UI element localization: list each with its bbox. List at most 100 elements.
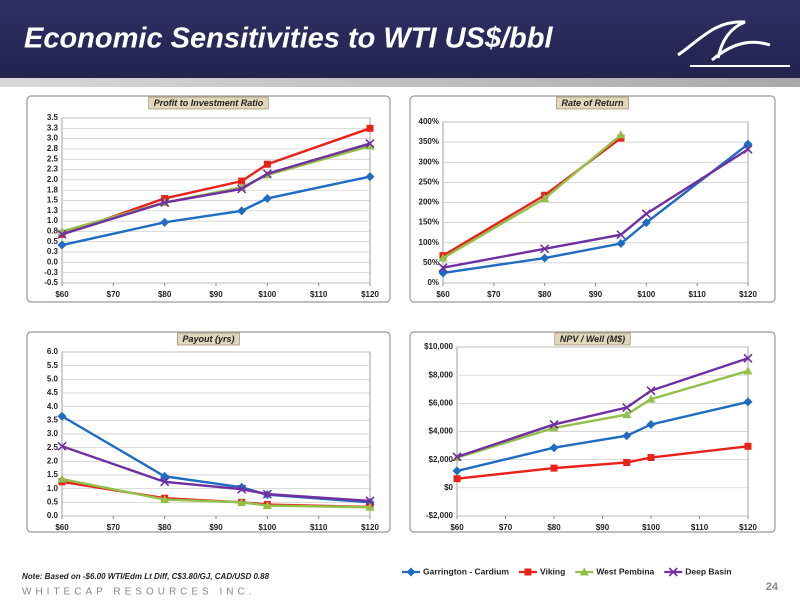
chart-panel (26, 331, 391, 533)
marker (438, 263, 448, 273)
company-name: WHITECAP RESOURCES INC. (22, 587, 256, 598)
legend-label: West Pembina (596, 566, 654, 576)
x-tick-label: $60 (55, 290, 69, 299)
x-tick-label: $90 (596, 523, 610, 532)
marker (646, 419, 656, 429)
x-tick-label: $80 (158, 523, 172, 532)
chart-panel (409, 95, 776, 303)
y-tick-label: 5.5 (47, 361, 59, 370)
marker (160, 477, 170, 487)
marker (262, 501, 272, 510)
y-tick-label: 0.5 (47, 497, 59, 506)
x-tick-label: $80 (547, 523, 561, 532)
marker (366, 124, 374, 132)
y-tick-label: 2.5 (47, 154, 59, 163)
chart-title: Payout (yrs) (182, 334, 234, 344)
x-tick-label: $80 (538, 290, 552, 299)
slide-title: Economic Sensitivities to WTI US$/bbl (24, 23, 553, 55)
y-tick-label: 3.0 (47, 134, 59, 143)
marker (579, 567, 589, 576)
marker (744, 442, 752, 450)
y-tick-label: 1.0 (47, 484, 59, 493)
chart-title: Profit to Investment Ratio (154, 98, 264, 108)
marker (647, 454, 655, 462)
marker (160, 197, 170, 208)
marker (237, 184, 247, 194)
header-rule (0, 78, 800, 87)
x-tick-label: $120 (361, 290, 379, 299)
x-tick-label: $120 (739, 290, 757, 299)
x-tick-label: $100 (642, 523, 660, 532)
y-tick-label: $6,000 (429, 398, 454, 407)
y-tick-label: 1.0 (47, 216, 59, 225)
marker (540, 193, 550, 202)
y-tick-label: 2.3 (47, 165, 59, 174)
y-tick-label: 350% (419, 137, 439, 146)
marker (622, 402, 632, 413)
marker (237, 206, 247, 216)
y-tick-label: -0.5 (44, 278, 58, 287)
x-tick-label: $70 (499, 523, 513, 532)
marker (237, 497, 247, 506)
marker (743, 144, 753, 154)
marker (365, 502, 375, 511)
y-tick-label: 50% (423, 258, 439, 267)
marker (549, 443, 559, 453)
y-tick-label: 1.8 (47, 185, 59, 194)
y-tick-label: 0.3 (47, 247, 59, 256)
y-tick-label: 1.5 (47, 470, 59, 479)
y-tick-label: -$2,000 (426, 511, 454, 520)
x-tick-label: $60 (450, 523, 464, 532)
chart-panel (409, 331, 776, 533)
y-tick-label: 5.0 (47, 374, 59, 383)
chart-title-box (148, 96, 269, 110)
legend-label: Garrington - Cardium (423, 566, 509, 576)
marker (237, 484, 247, 494)
y-tick-label: 200% (419, 198, 439, 207)
y-tick-label: 100% (419, 238, 439, 247)
y-tick-label: 6.0 (47, 347, 59, 356)
y-tick-label: 4.0 (47, 402, 59, 411)
marker (616, 230, 626, 240)
chart-title: Rate of Return (561, 98, 624, 108)
y-tick-label: 400% (419, 117, 439, 126)
page-number: 24 (766, 581, 779, 593)
y-tick-label: 3.5 (47, 415, 59, 424)
marker (57, 441, 67, 451)
y-tick-label: 250% (419, 177, 439, 186)
marker (452, 452, 462, 462)
marker (365, 496, 375, 506)
x-tick-label: $90 (589, 290, 603, 299)
x-tick-label: $70 (107, 523, 121, 532)
y-tick-label: 150% (419, 218, 439, 227)
marker (524, 568, 532, 576)
marker (57, 229, 67, 239)
x-tick-label: $60 (55, 523, 69, 532)
x-tick-label: $100 (258, 290, 276, 299)
x-tick-label: $90 (209, 290, 223, 299)
y-tick-label: $10,000 (424, 342, 453, 351)
chart-panel (26, 95, 391, 303)
chart-title-box (177, 332, 240, 346)
marker (616, 239, 626, 249)
y-tick-label: 0.8 (47, 227, 59, 236)
x-tick-label: $110 (310, 523, 328, 532)
header-band (0, 0, 800, 78)
y-tick-label: $2,000 (429, 455, 454, 464)
marker (438, 253, 448, 262)
y-tick-label: 2.8 (47, 144, 59, 153)
x-tick-label: $110 (691, 523, 709, 532)
marker (160, 495, 170, 504)
marker (160, 217, 170, 227)
marker (668, 567, 678, 577)
marker (641, 209, 651, 219)
y-tick-label: 3.5 (47, 113, 59, 122)
y-tick-label: 300% (419, 157, 439, 166)
y-tick-label: $0 (444, 483, 453, 492)
x-tick-label: $60 (436, 290, 450, 299)
marker (743, 397, 753, 407)
y-tick-label: 1.3 (47, 206, 59, 215)
legend-label: Viking (540, 566, 565, 576)
marker (263, 160, 271, 168)
